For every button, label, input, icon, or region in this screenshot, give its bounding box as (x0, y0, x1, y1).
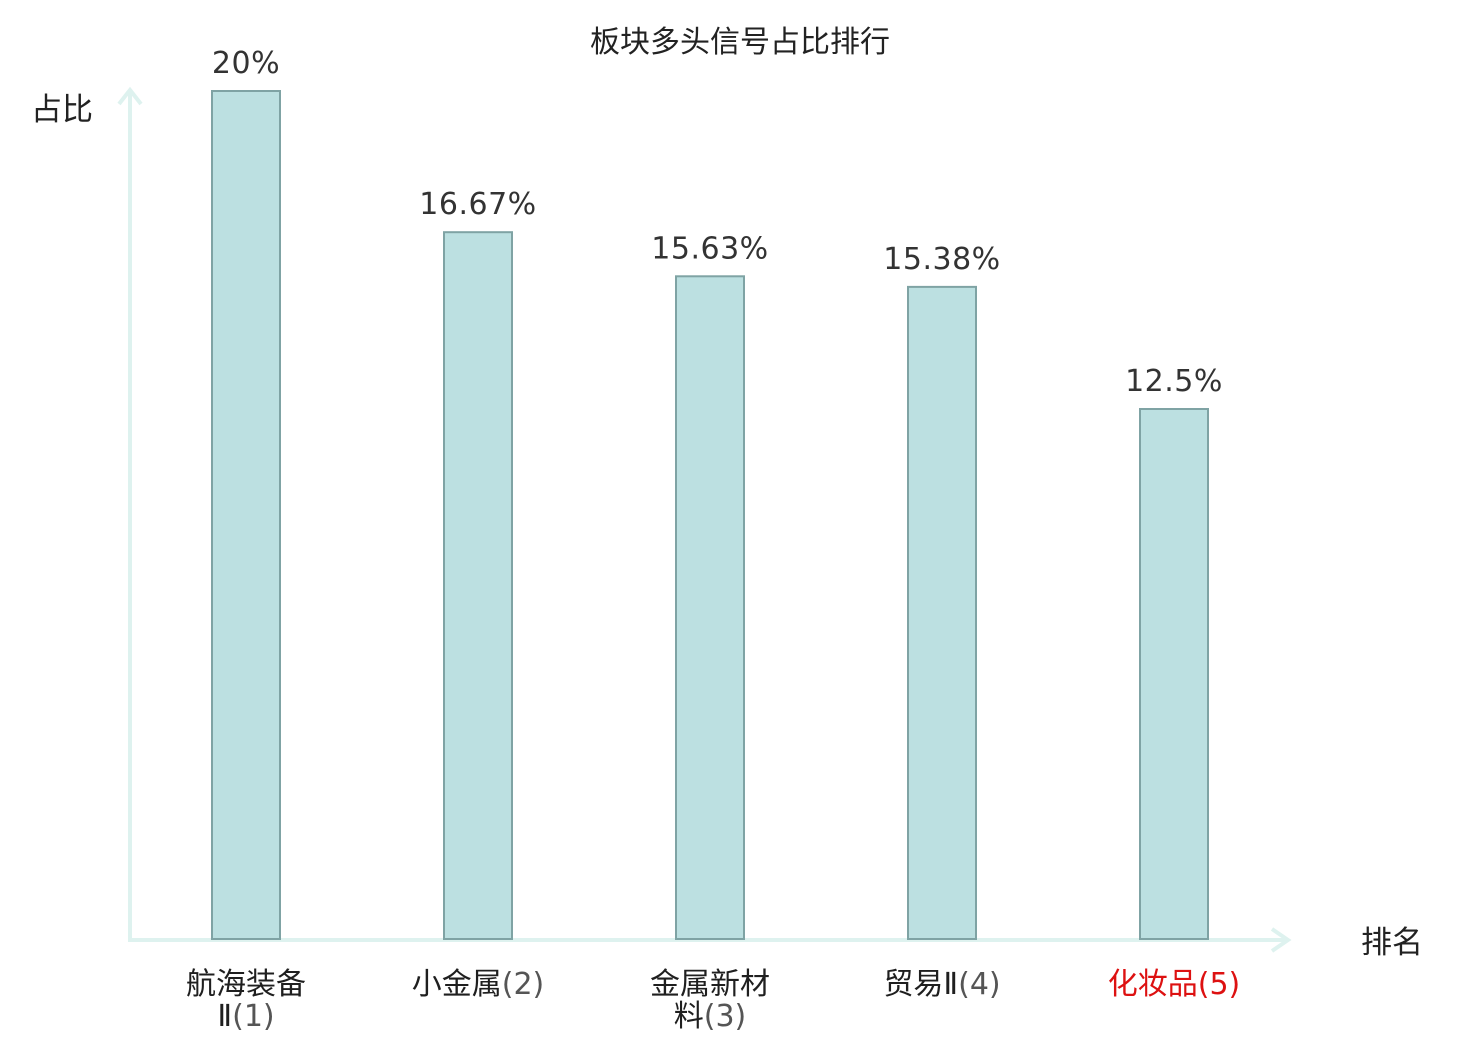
bar (907, 285, 977, 940)
tick-label-name: 金属新材 (650, 967, 770, 1002)
x-axis-label: 排名 (1361, 925, 1423, 961)
value-labels-group: 20% 16.67% 15.63% 15.38% 12.5% (212, 46, 1223, 399)
tick-label: 小金属(2) (412, 967, 545, 1002)
bars-group (211, 90, 1209, 940)
data-label: 15.38% (883, 242, 1000, 277)
axes (117, 86, 1292, 953)
tick-label-name: Ⅱ (217, 999, 232, 1034)
bar (443, 231, 513, 940)
data-label: 15.63% (651, 231, 768, 266)
chart-title: 板块多头信号占比排行 (590, 25, 890, 60)
y-axis-label: 占比 (31, 92, 93, 128)
category-labels-group: 航海装备 Ⅱ(1) 小金属(2) 金属新材料(3) 贸易Ⅱ(4) 化妆品(5) (186, 967, 1240, 1034)
tick-label-rank: (2) (502, 967, 545, 1002)
tick-label: 贸易Ⅱ(4) (883, 967, 1000, 1002)
data-label: 12.5% (1125, 364, 1223, 399)
data-label: 20% (212, 46, 280, 81)
tick-label-rank: (5) (1198, 967, 1241, 1002)
data-label: 16.67% (419, 187, 536, 222)
tick-label: 航海装备 Ⅱ(1) (186, 967, 306, 1034)
tick-label: 化妆品(5) (1108, 967, 1241, 1002)
tick-label-name: 贸易Ⅱ (883, 967, 958, 1002)
tick-label-rank: (3) (704, 999, 747, 1034)
bar (1139, 408, 1209, 940)
tick-label-name: 航海装备 (186, 967, 306, 1002)
tick-label-rank: (4) (958, 967, 1001, 1002)
bar (675, 275, 745, 940)
tick-label: 金属新材料(3) (650, 967, 770, 1034)
bar (211, 90, 281, 940)
tick-label-name: 小金属 (412, 967, 502, 1002)
y-axis-arrow (117, 86, 143, 106)
tick-label-rank: (1) (232, 999, 275, 1034)
x-axis-arrow (1270, 927, 1292, 953)
tick-label-name: 料 (674, 999, 704, 1034)
tick-label-name: 化妆品 (1108, 967, 1198, 1002)
